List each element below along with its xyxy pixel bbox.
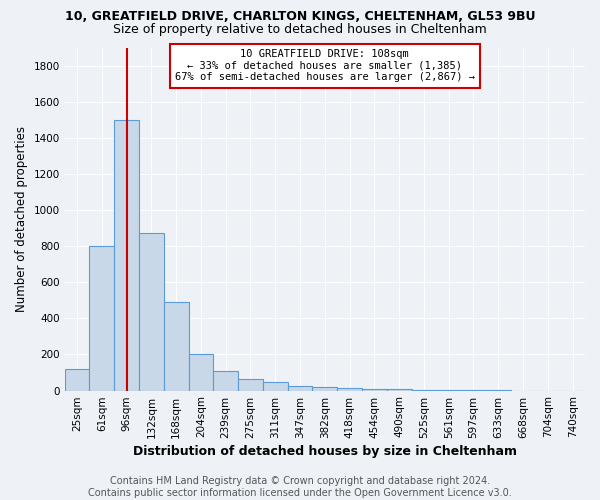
Text: Contains HM Land Registry data © Crown copyright and database right 2024.
Contai: Contains HM Land Registry data © Crown c…	[88, 476, 512, 498]
Bar	[89, 246, 114, 390]
Bar	[139, 234, 164, 390]
Bar	[337, 388, 362, 390]
Bar	[164, 302, 188, 390]
Bar	[188, 354, 214, 390]
Bar	[238, 379, 263, 390]
X-axis label: Distribution of detached houses by size in Cheltenham: Distribution of detached houses by size …	[133, 444, 517, 458]
Bar	[65, 369, 89, 390]
Bar	[313, 387, 337, 390]
Bar	[114, 120, 139, 390]
Bar	[263, 382, 287, 390]
Bar	[287, 386, 313, 390]
Bar	[214, 370, 238, 390]
Y-axis label: Number of detached properties: Number of detached properties	[15, 126, 28, 312]
Text: Size of property relative to detached houses in Cheltenham: Size of property relative to detached ho…	[113, 22, 487, 36]
Bar	[362, 389, 387, 390]
Text: 10 GREATFIELD DRIVE: 108sqm
← 33% of detached houses are smaller (1,385)
67% of : 10 GREATFIELD DRIVE: 108sqm ← 33% of det…	[175, 49, 475, 82]
Bar	[387, 389, 412, 390]
Text: 10, GREATFIELD DRIVE, CHARLTON KINGS, CHELTENHAM, GL53 9BU: 10, GREATFIELD DRIVE, CHARLTON KINGS, CH…	[65, 10, 535, 23]
